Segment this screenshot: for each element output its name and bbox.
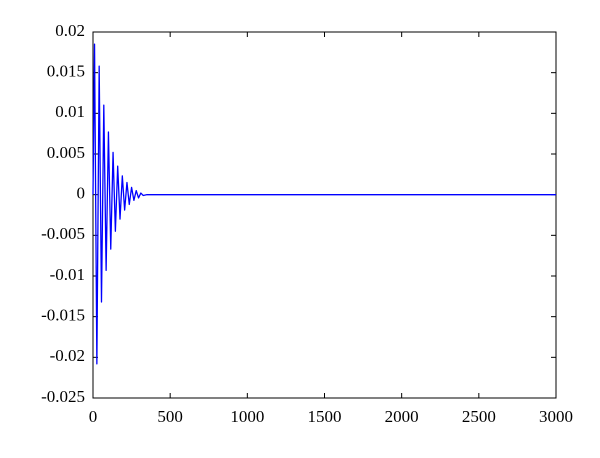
plot-frame [92, 31, 557, 399]
x-tick-label: 3000 [539, 407, 573, 426]
x-tick-label: 500 [157, 407, 183, 426]
y-tick-label: -0.01 [50, 265, 85, 284]
x-tick-label: 1500 [308, 407, 342, 426]
x-tick-label: 2000 [385, 407, 419, 426]
y-tick-label: -0.015 [41, 306, 85, 325]
y-tick-label: 0.015 [47, 62, 85, 81]
y-tick-label: -0.02 [50, 346, 85, 365]
x-tick-label: 1000 [230, 407, 264, 426]
y-tick-label: 0.01 [55, 102, 85, 121]
y-tick-label: 0.005 [47, 143, 85, 162]
x-tick-label: 0 [89, 407, 98, 426]
y-tick-label: -0.005 [41, 224, 85, 243]
y-tick-label: -0.025 [41, 387, 85, 406]
x-tick-label: 2500 [462, 407, 496, 426]
y-tick-label: 0.02 [55, 21, 85, 40]
y-tick-label: 0 [77, 184, 86, 203]
data-line [92, 43, 556, 365]
